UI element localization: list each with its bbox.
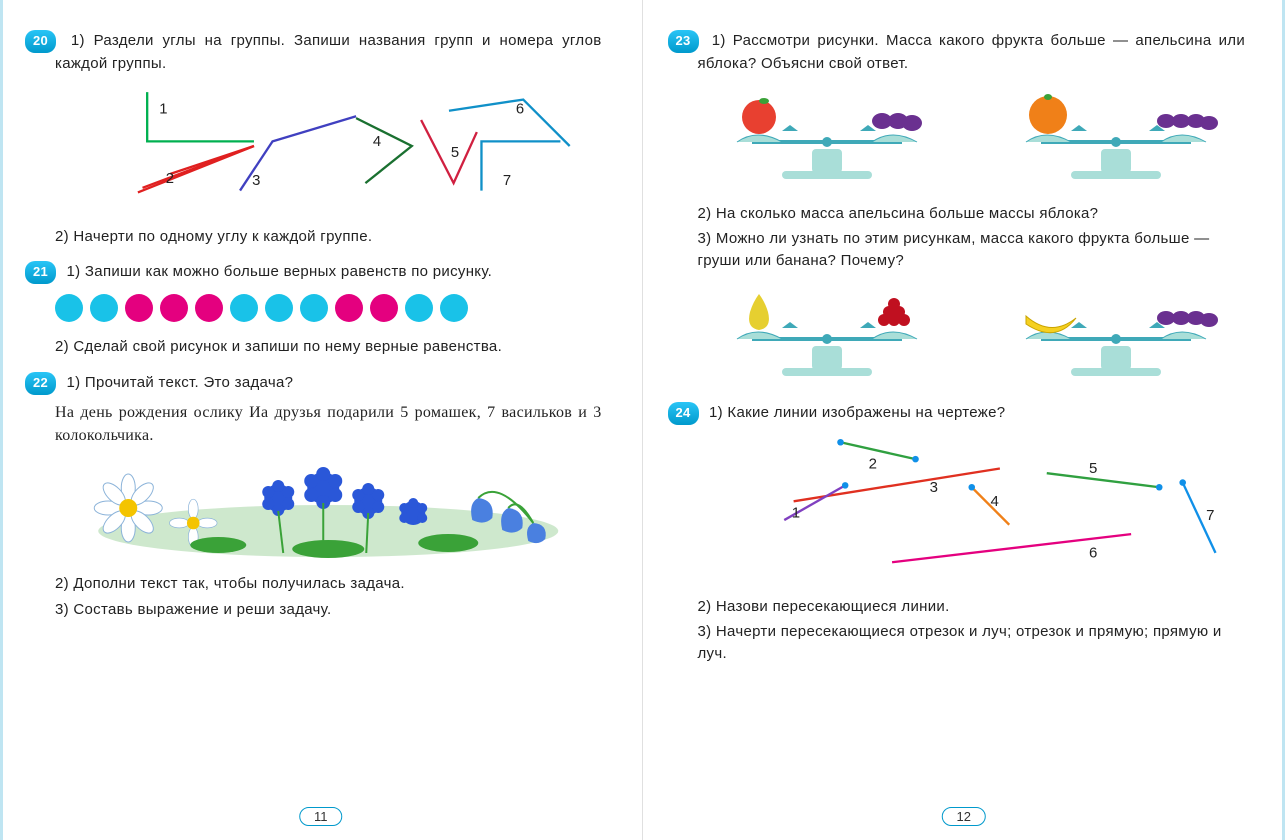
task23-text1: 23 1) Рассмотри рисунки. Масса какого фр… [698, 30, 1246, 75]
task21-dots-figure [55, 294, 602, 322]
svg-text:4: 4 [373, 134, 381, 150]
svg-text:5: 5 [451, 145, 459, 161]
counter-dot [265, 294, 293, 322]
task20-line1: 1) Раздели углы на группы. Запиши назван… [55, 32, 602, 72]
svg-text:5: 5 [1088, 460, 1096, 477]
svg-text:2: 2 [166, 171, 174, 187]
counter-dot [230, 294, 258, 322]
counter-dot [335, 294, 363, 322]
counter-dot [195, 294, 223, 322]
svg-text:2: 2 [868, 455, 876, 472]
counter-dot [370, 294, 398, 322]
counter-dot [300, 294, 328, 322]
task22-flowers-figure [55, 453, 602, 563]
svg-text:3: 3 [929, 479, 937, 496]
task22-story: На день рождения ослику Иа друзья подари… [55, 401, 602, 447]
counter-dot [55, 294, 83, 322]
svg-text:7: 7 [503, 173, 511, 189]
task24-lines-figure: 2 3 1 4 5 6 [698, 431, 1246, 586]
page-number-left: 11 [299, 807, 343, 826]
svg-text:6: 6 [1088, 544, 1096, 561]
scale-1-icon [712, 87, 942, 187]
svg-text:7: 7 [1206, 507, 1214, 524]
task20-text1: 20 1) Раздели углы на группы. Запиши наз… [55, 30, 602, 75]
textbook-spread: 20 1) Раздели углы на группы. Запиши наз… [0, 0, 1285, 840]
task21-line1: 1) Запиши как можно больше верных равенс… [67, 263, 493, 280]
svg-text:6: 6 [516, 101, 524, 117]
task23-line2: 2) На сколько масса апельсина больше мас… [698, 203, 1246, 225]
task23-badge: 23 [668, 30, 699, 53]
counter-dot [440, 294, 468, 322]
page-left: 20 1) Раздели углы на группы. Запиши наз… [0, 0, 643, 840]
counter-dot [125, 294, 153, 322]
task21-text1: 21 1) Запиши как можно больше верных рав… [55, 261, 602, 284]
task23-scales-row1 [698, 87, 1246, 187]
task23-scales-row2 [698, 284, 1246, 384]
task20-angles-figure: 1 2 3 4 5 6 [55, 81, 602, 216]
task20-badge: 20 [25, 30, 56, 53]
task22-line1: 1) Прочитай текст. Это задача? [67, 374, 294, 391]
page-decor-curve [0, 0, 30, 840]
counter-dot [405, 294, 433, 322]
page-right: 23 1) Рассмотри рисунки. Масса какого фр… [643, 0, 1285, 840]
counter-dot [160, 294, 188, 322]
task23-line3: 3) Можно ли узнать по этим рисункам, мас… [698, 228, 1246, 272]
task24-badge: 24 [668, 402, 699, 425]
task22-line3: 3) Составь выражение и реши задачу. [55, 599, 602, 621]
svg-text:1: 1 [159, 101, 167, 117]
counter-dot [90, 294, 118, 322]
task24-line3: 3) Начерти пересекающиеся отрезок и луч;… [698, 621, 1246, 665]
page-decor-curve [1255, 0, 1285, 840]
scale-4-icon [1001, 284, 1231, 384]
task21-badge: 21 [25, 261, 56, 284]
task22-line2: 2) Дополни текст так, чтобы получилась з… [55, 573, 602, 595]
svg-text:3: 3 [252, 173, 260, 189]
scale-2-icon [1001, 87, 1231, 187]
task24-text1: 24 1) Какие линии изображены на чертеже? [698, 402, 1246, 425]
task21-line2: 2) Сделай свой рисунок и запиши по нему … [55, 336, 602, 358]
task22-badge: 22 [25, 372, 56, 395]
scale-3-icon [712, 284, 942, 384]
svg-text:1: 1 [791, 504, 799, 521]
page-number-right: 12 [942, 807, 986, 826]
task22-text1: 22 1) Прочитай текст. Это задача? [55, 372, 602, 395]
task23-line1: 1) Рассмотри рисунки. Масса какого фрукт… [698, 32, 1246, 72]
task24-line2: 2) Назови пересекающиеся линии. [698, 596, 1246, 618]
svg-text:4: 4 [990, 493, 998, 510]
task24-line1: 1) Какие линии изображены на чертеже? [709, 404, 1005, 421]
task20-line2: 2) Начерти по одному углу к каждой групп… [55, 226, 602, 248]
